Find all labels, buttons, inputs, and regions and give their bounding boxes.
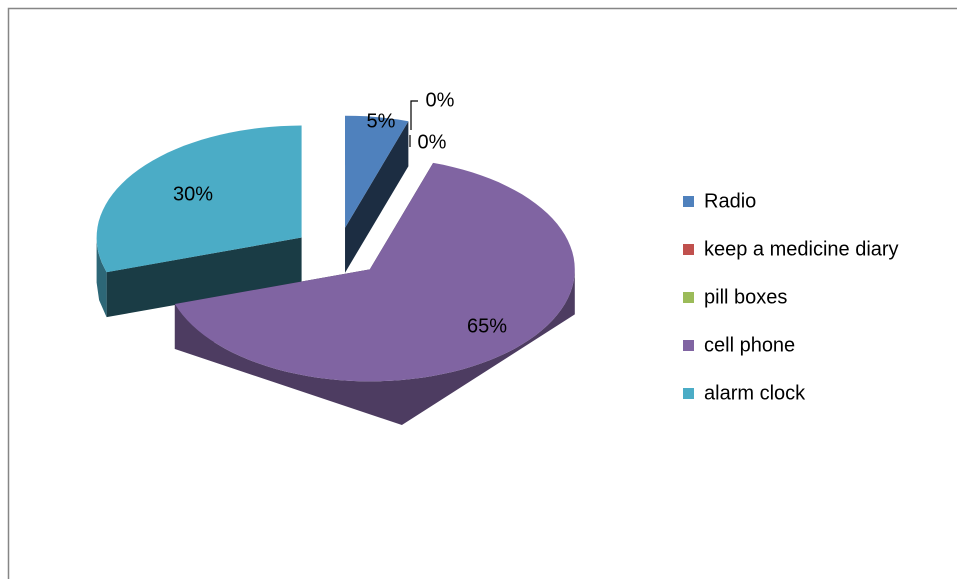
legend-label: pill boxes [704,286,787,308]
pie-slice [96,125,302,318]
pie-slice [345,115,409,273]
slice-cut-face [106,237,302,318]
data-label: 0% [426,89,455,111]
legend-label: keep a medicine diary [704,238,899,260]
slice-top [174,162,575,382]
legend-label: cell phone [704,334,795,356]
data-label: 0% [418,131,447,153]
data-label: 65% [467,315,507,337]
legend-label: alarm clock [704,382,806,404]
slice-side [174,269,575,425]
slice-cut-face [345,121,409,273]
data-label: 5% [367,110,396,132]
slice-top [96,125,302,273]
legend-swatch [683,244,694,255]
leader-line [410,100,418,130]
pie-slice [174,162,575,425]
legend-swatch [683,292,694,303]
slice-top [345,115,409,228]
data-label: 30% [173,183,213,205]
legend-label: Radio [704,190,756,212]
legend-swatch [683,388,694,399]
slice-side [96,237,107,318]
legend-swatch [683,340,694,351]
legend-swatch [683,196,694,207]
